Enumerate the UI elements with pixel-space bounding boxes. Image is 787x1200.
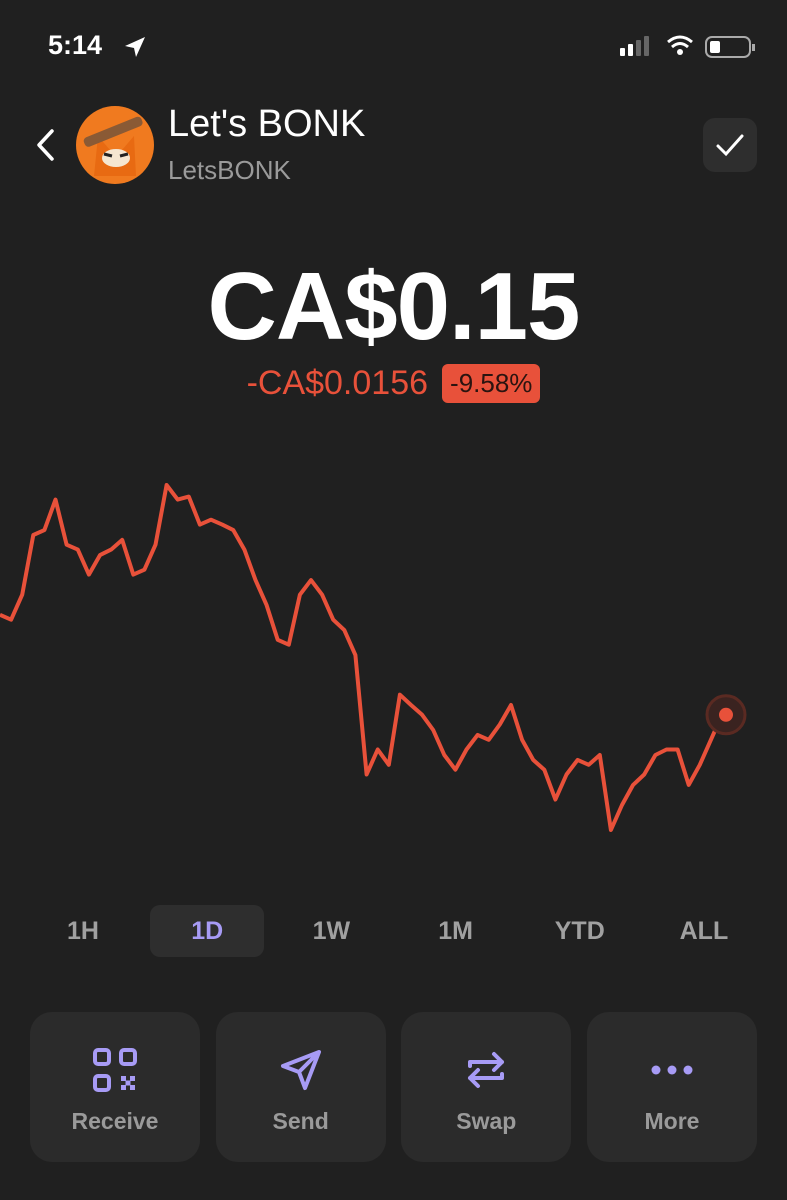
price: CA$0.15 bbox=[207, 253, 581, 360]
change-percent: -9.58% bbox=[442, 364, 541, 403]
range-selector: 1H 1D 1W 1M YTD ALL bbox=[26, 905, 761, 957]
range-button[interactable]: ALL bbox=[679, 917, 729, 945]
more-icon bbox=[651, 1065, 693, 1075]
price-line bbox=[0, 483, 724, 832]
current-point bbox=[719, 707, 733, 722]
action-label: Swap bbox=[456, 1108, 517, 1134]
action-label: Receive bbox=[71, 1108, 159, 1134]
qr-icon bbox=[93, 1048, 137, 1092]
swap-icon bbox=[468, 1052, 505, 1088]
status-icons bbox=[620, 35, 755, 58]
action-label: More bbox=[644, 1108, 700, 1134]
range-button[interactable]: 1H bbox=[67, 917, 99, 945]
action-bar: Receive Send Swap More bbox=[30, 1012, 757, 1162]
check-button[interactable] bbox=[703, 118, 757, 172]
send-button[interactable]: Send bbox=[215, 1012, 386, 1162]
receive-button[interactable]: Receive bbox=[30, 1012, 200, 1162]
token-avatar bbox=[76, 106, 154, 184]
send-icon bbox=[280, 1050, 321, 1090]
location-icon bbox=[125, 37, 145, 57]
range-button[interactable]: 1W bbox=[312, 917, 351, 945]
range-button[interactable]: 1D bbox=[150, 905, 265, 957]
change-row: -CA$0.0156 -9.58% bbox=[0, 364, 787, 403]
range-button[interactable]: YTD bbox=[554, 917, 605, 945]
price-chart bbox=[0, 483, 747, 832]
back-button[interactable] bbox=[34, 128, 58, 162]
token-subtitle: LetsBONK bbox=[168, 155, 291, 185]
range-button[interactable]: 1M bbox=[438, 917, 473, 945]
token-title: Let's BONK bbox=[168, 103, 366, 145]
more-button[interactable]: More bbox=[586, 1012, 757, 1162]
change-amount: -CA$0.0156 bbox=[246, 364, 429, 402]
action-label: Send bbox=[272, 1108, 329, 1134]
swap-button[interactable]: Swap bbox=[401, 1012, 572, 1162]
status-time: 5:14 bbox=[48, 30, 103, 60]
